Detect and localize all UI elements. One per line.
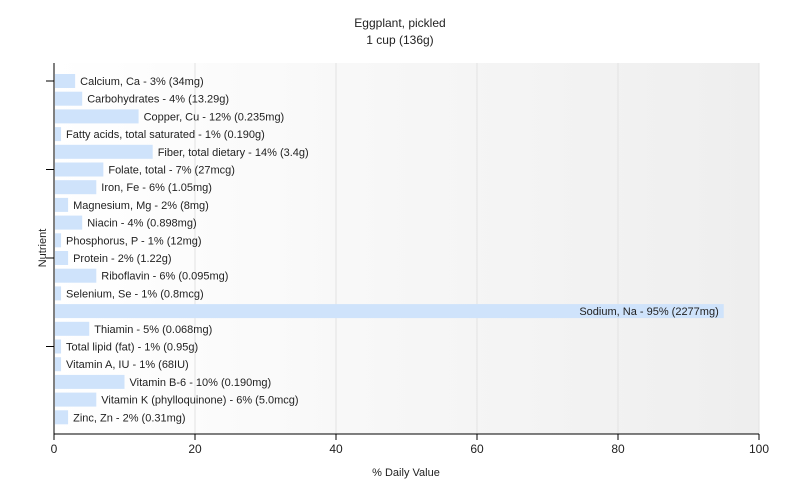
- bar: [55, 357, 62, 372]
- bar: [55, 304, 724, 319]
- bar-label: Sodium, Na - 95% (2277mg): [579, 306, 718, 318]
- bar: [55, 91, 83, 106]
- bar-label: Selenium, Se - 1% (0.8mcg): [66, 288, 204, 300]
- bar-label: Magnesium, Mg - 2% (8mg): [73, 200, 209, 212]
- chart-title: Eggplant, pickled: [354, 16, 445, 30]
- bar-label: Riboflavin - 6% (0.095mg): [101, 271, 228, 283]
- chart-subtitle: 1 cup (136g): [366, 33, 433, 47]
- bar-label: Protein - 2% (1.22g): [73, 253, 171, 265]
- bar-label: Thiamin - 5% (0.068mg): [94, 324, 212, 336]
- bar: [55, 215, 83, 230]
- bar: [55, 162, 104, 177]
- x-axis-ticks: 0 20 40 60 80 100: [51, 434, 769, 456]
- bar-label: Vitamin A, IU - 1% (68IU): [66, 359, 189, 371]
- y-axis-ticks: [46, 80, 54, 347]
- bar-label: Niacin - 4% (0.898mg): [87, 218, 196, 230]
- x-tick-label: 0: [51, 442, 58, 456]
- bar-label: Vitamin B-6 - 10% (0.190mg): [130, 377, 272, 389]
- bar: [55, 109, 139, 124]
- grid-lines: [194, 63, 760, 434]
- bar: [55, 144, 153, 159]
- bar: [55, 127, 62, 142]
- x-tick-label: 20: [188, 442, 202, 456]
- bars: [55, 74, 724, 425]
- bar-label: Total lipid (fat) - 1% (0.95g): [66, 342, 198, 354]
- bar: [55, 268, 97, 283]
- bar-label: Folate, total - 7% (27mcg): [108, 165, 235, 177]
- bar-label: Fiber, total dietary - 14% (3.4g): [158, 147, 309, 159]
- bar-label: Carbohydrates - 4% (13.29g): [87, 94, 229, 106]
- y-axis-label: Nutrient: [37, 229, 49, 268]
- bar-label: Zinc, Zn - 2% (0.31mg): [73, 412, 185, 424]
- bar-labels: Calcium, Ca - 3% (34mg) Carbohydrates - 4…: [66, 76, 719, 424]
- bar: [55, 392, 97, 407]
- bar: [55, 410, 69, 425]
- bar: [55, 251, 69, 265]
- bar-label: Fatty acids, total saturated - 1% (0.190…: [66, 129, 265, 141]
- bar-label: Iron, Fe - 6% (1.05mg): [101, 182, 212, 194]
- bar-label: Copper, Cu - 12% (0.235mg): [144, 111, 285, 123]
- bar-label: Vitamin K (phylloquinone) - 6% (5.0mcg): [101, 395, 298, 407]
- bar: [55, 74, 76, 88]
- x-tick-label: 80: [611, 442, 625, 456]
- bar: [55, 321, 90, 336]
- x-tick-label: 100: [749, 442, 769, 456]
- bar-label: Calcium, Ca - 3% (34mg): [80, 76, 203, 88]
- bar: [55, 180, 97, 195]
- x-tick-label: 40: [329, 442, 343, 456]
- bar-label: Phosphorus, P - 1% (12mg): [66, 235, 202, 247]
- x-axis-label: % Daily Value: [372, 467, 440, 479]
- bar: [55, 374, 125, 389]
- bar: [55, 233, 62, 248]
- plot-background: [54, 63, 759, 434]
- bar: [55, 339, 62, 354]
- bar: [55, 197, 69, 212]
- bar: [55, 286, 62, 301]
- x-tick-label: 60: [470, 442, 484, 456]
